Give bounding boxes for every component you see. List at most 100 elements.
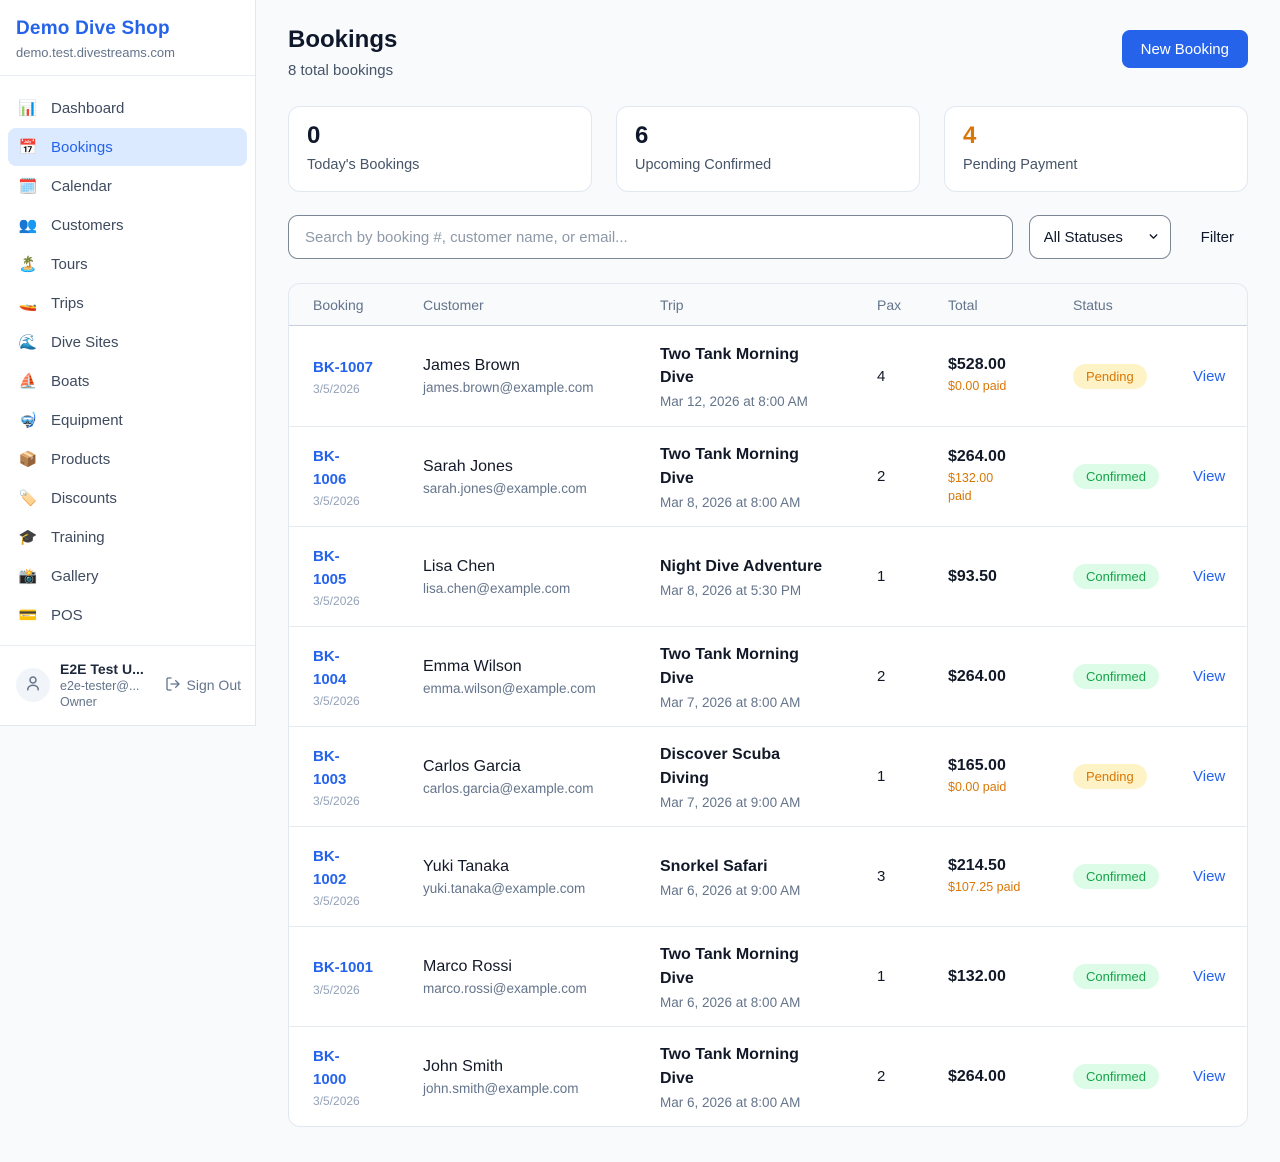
filters-toolbar: All Statuses Filter: [288, 215, 1248, 259]
pax-count: 2: [877, 1068, 886, 1085]
view-link[interactable]: View: [1193, 568, 1226, 585]
status-select[interactable]: All Statuses: [1028, 215, 1171, 259]
column-header: Customer: [423, 296, 484, 313]
booking-date: 3/5/2026: [313, 494, 360, 509]
booking-date: 3/5/2026: [313, 794, 360, 809]
sidebar-item-bookings[interactable]: 📅 Bookings: [8, 128, 247, 166]
pax-count: 1: [877, 968, 886, 985]
stat-label: Upcoming Confirmed: [635, 156, 772, 173]
equipment-icon: 🤿: [18, 412, 38, 429]
sidebar-item-training[interactable]: 🎓 Training: [8, 518, 247, 556]
sidebar-item-label: Gallery: [51, 567, 99, 585]
sidebar-item-label: Boats: [51, 372, 90, 390]
customer-name: Lisa Chen: [423, 557, 496, 575]
sidebar-item-calendar[interactable]: 🗓️ Calendar: [8, 167, 247, 205]
booking-id-link[interactable]: BK-1006: [313, 447, 347, 488]
customer-name: Sarah Jones: [423, 457, 513, 475]
stat-value: 4: [963, 122, 977, 149]
calendar-icon: 🗓️: [18, 178, 38, 195]
sidebar-item-dive-sites[interactable]: 🌊 Dive Sites: [8, 323, 247, 361]
sidebar-item-products[interactable]: 📦 Products: [8, 440, 247, 478]
paid-amount: $132.00 paid: [948, 471, 994, 503]
customer-name: John Smith: [423, 1057, 504, 1075]
sidebar-item-label: Bookings: [51, 138, 113, 156]
tours-icon: 🏝️: [18, 256, 38, 273]
status-badge: Confirmed: [1073, 964, 1159, 989]
status-badge: Confirmed: [1073, 664, 1159, 689]
booking-id-link[interactable]: BK-1001: [313, 959, 374, 977]
table-row: BK-1007 3/5/2026 James Brown james.brown…: [289, 326, 1247, 426]
shop-domain: demo.test.divestreams.com: [16, 45, 175, 60]
booking-id-link[interactable]: BK-1002: [313, 847, 347, 888]
new-booking-button[interactable]: New Booking: [1121, 30, 1248, 68]
view-link[interactable]: View: [1193, 1068, 1226, 1085]
sidebar-item-tours[interactable]: 🏝️ Tours: [8, 245, 247, 283]
column-header: Trip: [660, 296, 684, 313]
user-section: E2E Test U... e2e-tester@... Owner Sign …: [0, 645, 255, 725]
booking-id-link[interactable]: BK-1000: [313, 1047, 347, 1088]
discounts-icon: 🏷️: [18, 490, 38, 507]
trip-datetime: Mar 6, 2026 at 8:00 AM: [660, 994, 801, 1010]
booking-id-link[interactable]: BK-1003: [313, 747, 347, 788]
pax-count: 3: [877, 868, 886, 885]
booking-id-link[interactable]: BK-1005: [313, 547, 347, 588]
trip-datetime: Mar 7, 2026 at 8:00 AM: [660, 694, 801, 710]
pax-count: 2: [877, 668, 886, 685]
booking-id-link[interactable]: BK-1007: [313, 358, 374, 376]
sidebar-item-gallery[interactable]: 📸 Gallery: [8, 557, 247, 595]
total-amount: $132.00: [948, 967, 1006, 985]
trip-name: Discover Scuba Diving: [660, 746, 781, 787]
stat-value: 6: [635, 122, 649, 149]
main-content: Bookings 8 total bookings New Booking 0 …: [256, 0, 1280, 1157]
trip-name: Two Tank Morning Dive: [660, 446, 799, 487]
customer-name: Carlos Garcia: [423, 757, 521, 775]
search-input[interactable]: [288, 215, 1013, 259]
page-header: Bookings 8 total bookings New Booking: [288, 26, 1248, 79]
trip-name: Two Tank Morning Dive: [660, 345, 799, 386]
training-icon: 🎓: [18, 529, 38, 546]
view-link[interactable]: View: [1193, 968, 1226, 985]
view-link[interactable]: View: [1193, 367, 1226, 385]
table-body: BK-1007 3/5/2026 James Brown james.brown…: [289, 326, 1247, 1126]
trip-name: Snorkel Safari: [660, 857, 768, 875]
view-link[interactable]: View: [1193, 468, 1226, 485]
sidebar-item-equipment[interactable]: 🤿 Equipment: [8, 401, 247, 439]
view-link[interactable]: View: [1193, 768, 1226, 785]
page-subtitle: 8 total bookings: [288, 62, 394, 79]
sidebar-item-label: POS: [51, 606, 83, 624]
total-amount: $528.00: [948, 356, 1006, 374]
sidebar-item-dashboard[interactable]: 📊 Dashboard: [8, 89, 247, 127]
bookings-table: Booking Customer Trip Pax Total Status BK-100…: [288, 283, 1248, 1127]
table-row: BK-1004 3/5/2026 Emma Wilson emma.wilson…: [289, 626, 1247, 726]
boats-icon: ⛵: [18, 373, 38, 390]
customer-email: emma.wilson@example.com: [423, 680, 596, 696]
customer-email: yuki.tanaka@example.com: [423, 880, 586, 896]
table-row: BK-1002 3/5/2026 Yuki Tanaka yuki.tanaka…: [289, 826, 1247, 926]
stats-row: 0 Today's Bookings 6 Upcoming Confirmed …: [288, 106, 1248, 192]
trip-name: Two Tank Morning Dive: [660, 646, 799, 687]
sidebar-item-label: Equipment: [51, 411, 123, 429]
paid-amount: $107.25 paid: [948, 879, 1021, 894]
view-link[interactable]: View: [1193, 868, 1226, 885]
status-badge: Confirmed: [1073, 864, 1159, 889]
total-amount: $264.00: [948, 1067, 1006, 1085]
sidebar-item-trips[interactable]: 🚤 Trips: [8, 284, 247, 322]
sidebar-nav: 📊 Dashboard 📅 Bookings 🗓️ Calendar 👥 Cus…: [0, 76, 255, 645]
sign-out-button[interactable]: Sign Out: [165, 676, 241, 695]
pax-count: 1: [877, 568, 886, 585]
sidebar-item-pos[interactable]: 💳 POS: [8, 596, 247, 634]
sidebar-item-customers[interactable]: 👥 Customers: [8, 206, 247, 244]
sidebar-item-discounts[interactable]: 🏷️ Discounts: [8, 479, 247, 517]
view-link[interactable]: View: [1193, 668, 1226, 685]
user-info: E2E Test U... e2e-tester@... Owner: [60, 661, 144, 709]
sidebar-item-boats[interactable]: ⛵ Boats: [8, 362, 247, 400]
filter-button[interactable]: Filter: [1187, 229, 1248, 246]
pax-count: 1: [877, 768, 886, 785]
total-amount: $264.00: [948, 667, 1006, 685]
stat-card: 4 Pending Payment: [944, 106, 1248, 192]
user-name: E2E Test U...: [60, 661, 144, 677]
column-header: Booking: [313, 296, 364, 313]
page-header-text: Bookings 8 total bookings: [288, 26, 397, 79]
booking-id-link[interactable]: BK-1004: [313, 647, 347, 688]
user-email: e2e-tester@...: [60, 679, 140, 693]
